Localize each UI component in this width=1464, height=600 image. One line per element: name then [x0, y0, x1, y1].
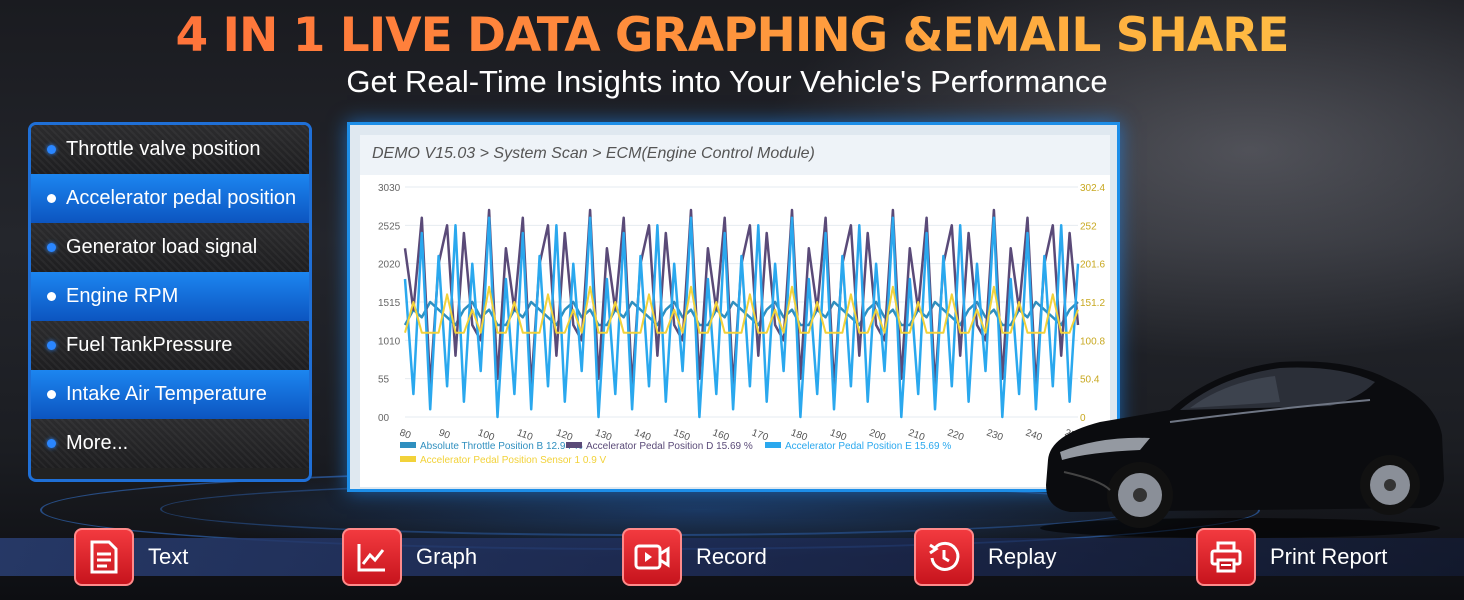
live-data-chart: 00 55 1010 1515 2020 2525 3030 0 50.4 100.8 151.2 2…: [378, 183, 1105, 466]
text-button[interactable]: Text: [74, 528, 188, 586]
legend-label: Accelerator Pedal Position Sensor 1 0.9 …: [420, 455, 607, 466]
feature-item-label: Accelerator pedal position: [66, 187, 297, 209]
bullet-icon: [47, 390, 56, 399]
bullet-icon: [47, 145, 56, 154]
legend-swatch: [400, 456, 416, 462]
right-axis-tick-label: 151.2: [1080, 298, 1105, 309]
x-axis-tick-label: 80: [398, 427, 413, 441]
feature-item-intake-air-temp[interactable]: Intake Air Temperature: [31, 370, 309, 419]
bullet-icon: [47, 194, 56, 203]
car-illustration: [1040, 361, 1444, 538]
right-axis-tick-label: 50.4: [1080, 375, 1100, 386]
x-axis-tick-label: 90: [437, 427, 452, 441]
action-label: Replay: [988, 544, 1057, 569]
page-title: 4 IN 1 LIVE DATA GRAPHING &EMAIL SHARE: [0, 8, 1464, 63]
left-axis-tick-label: 2525: [378, 221, 401, 232]
left-axis-tick-label: 1515: [378, 298, 401, 309]
series-line: [404, 285, 1079, 334]
action-label: Print Report: [1270, 544, 1388, 569]
left-axis-tick-label: 1010: [378, 336, 401, 347]
x-axis-tick-label: 170: [750, 427, 770, 443]
graph-button[interactable]: Graph: [342, 528, 477, 586]
breadcrumb: DEMO V15.03 > System Scan > ECM(Engine C…: [360, 135, 1110, 175]
print-report-button[interactable]: Print Report: [1196, 528, 1387, 586]
feature-item-fuel-tank-pressure[interactable]: Fuel TankPressure: [31, 321, 309, 370]
bullet-icon: [47, 341, 56, 350]
x-axis-tick-label: 230: [985, 427, 1005, 443]
video-record-icon: [622, 528, 682, 586]
feature-item-label: Fuel TankPressure: [66, 334, 233, 356]
feature-list: Throttle valve position Accelerator peda…: [28, 122, 312, 482]
device-screen: DEMO V15.03 > System Scan > ECM(Engine C…: [347, 122, 1120, 492]
feature-item-label: Throttle valve position: [66, 138, 261, 160]
record-button[interactable]: Record: [622, 528, 767, 586]
series-line: [403, 216, 1080, 419]
legend-label: Accelerator Pedal Position D 15.69 %: [586, 441, 753, 452]
right-axis-tick-label: 302.4: [1080, 183, 1105, 194]
screen-content: DEMO V15.03 > System Scan > ECM(Engine C…: [360, 135, 1110, 487]
right-axis-tick-label: 252: [1080, 221, 1097, 232]
x-axis-tick-label: 110: [515, 427, 534, 443]
legend-label: Accelerator Pedal Position E 15.69 %: [785, 441, 951, 452]
feature-item-generator-load[interactable]: Generator load signal: [31, 223, 309, 272]
feature-item-accelerator-pedal[interactable]: Accelerator pedal position: [31, 174, 309, 223]
replay-button[interactable]: Replay: [914, 528, 1056, 586]
legend-swatch: [566, 442, 582, 448]
line-graph-icon: [342, 528, 402, 586]
left-axis-tick-label: 00: [378, 413, 390, 424]
left-axis-tick-label: 2020: [378, 260, 401, 271]
feature-item-label: More...: [66, 432, 129, 454]
legend-label: Absolute Throttle Position B 12.94 %: [420, 441, 583, 452]
feature-item-more[interactable]: More...: [31, 419, 309, 468]
action-label: Record: [696, 544, 767, 569]
replay-icon: [914, 528, 974, 586]
legend-swatch: [765, 442, 781, 448]
right-axis-tick-label: 0: [1080, 413, 1086, 424]
bullet-icon: [47, 292, 56, 301]
action-label: Text: [148, 544, 189, 569]
page-subtitle: Get Real-Time Insights into Your Vehicle…: [346, 64, 1108, 99]
left-axis-tick-label: 3030: [378, 183, 401, 194]
right-axis-tick-label: 100.8: [1080, 336, 1105, 347]
action-label: Graph: [416, 544, 478, 569]
document-icon: [74, 528, 134, 586]
feature-item-throttle-valve[interactable]: Throttle valve position: [31, 125, 309, 174]
feature-item-label: Generator load signal: [66, 236, 258, 258]
feature-item-engine-rpm[interactable]: Engine RPM: [31, 272, 309, 321]
left-axis-tick-label: 55: [378, 375, 390, 386]
bullet-icon: [47, 439, 56, 448]
feature-item-label: Engine RPM: [66, 285, 179, 307]
legend-swatch: [400, 442, 416, 448]
bullet-icon: [47, 243, 56, 252]
right-axis-tick-label: 201.6: [1080, 260, 1105, 271]
printer-icon: [1196, 528, 1256, 586]
feature-item-label: Intake Air Temperature: [66, 383, 267, 405]
